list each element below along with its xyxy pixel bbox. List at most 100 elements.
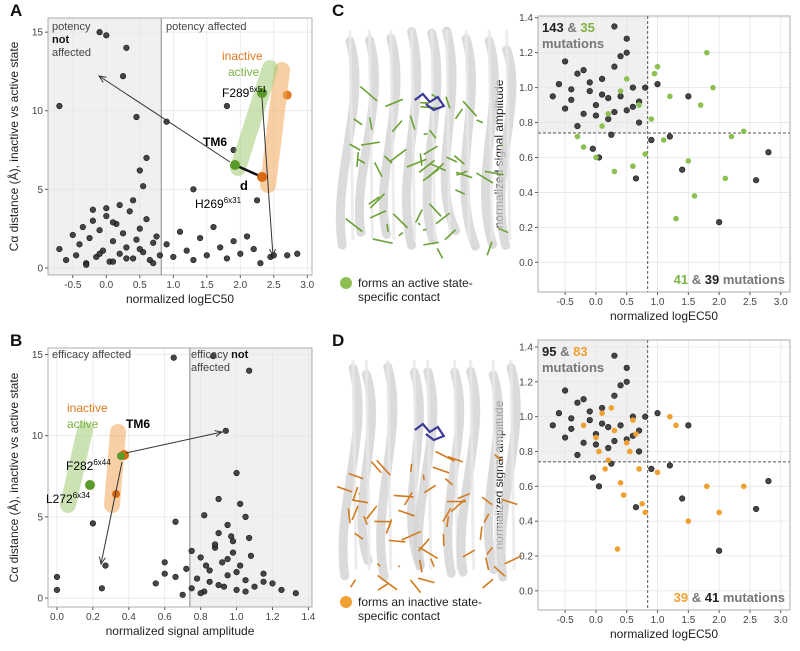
- scatter-point: [172, 573, 179, 581]
- scatter-point: [617, 422, 624, 429]
- contact-stick: [385, 98, 404, 108]
- scatter-point: [224, 521, 231, 529]
- x-tick-label: 0.5: [620, 297, 634, 308]
- scatter-point: [116, 250, 123, 257]
- contact-stick: [417, 222, 421, 226]
- scatter-point: [592, 441, 600, 448]
- scatter-point: [140, 183, 147, 190]
- scatter-point: [98, 585, 105, 592]
- scatter-point: [598, 420, 606, 427]
- legend-swatch: [340, 277, 352, 289]
- scatter-point: [765, 149, 772, 156]
- contact-stick: [365, 505, 378, 520]
- scatter-point: [206, 578, 213, 585]
- y-tick-label: 5: [37, 185, 43, 196]
- count-label: 143 & 35: [542, 20, 595, 35]
- scatter-point: [654, 469, 661, 476]
- scatter-point: [152, 580, 159, 587]
- y-tick-label: 5: [37, 512, 43, 523]
- scatter-point: [143, 216, 150, 223]
- residue-label: L2726x34: [46, 491, 91, 506]
- scatter-point: [632, 504, 640, 511]
- count-label-part: &: [560, 344, 569, 359]
- scatter-point: [636, 102, 642, 108]
- scatter-point: [251, 583, 258, 590]
- scatter-point: [611, 63, 618, 70]
- scatter-point: [605, 457, 612, 463]
- scatter-point: [233, 568, 240, 576]
- contact-stick: [398, 231, 404, 237]
- y-tick-label: 0: [37, 263, 43, 274]
- scatter-point: [243, 233, 251, 240]
- contact-stick: [376, 562, 381, 567]
- residue-sup: 6x34: [73, 491, 91, 500]
- scatter-point: [284, 252, 291, 259]
- scatter-point: [623, 378, 630, 385]
- contact-stick: [368, 196, 380, 205]
- contact-stick: [432, 466, 450, 474]
- scatter-point: [210, 353, 217, 360]
- scatter-point: [623, 49, 630, 56]
- y-tick-label: 0.4: [519, 188, 533, 199]
- scatter-point: [246, 534, 253, 542]
- scatter-point: [574, 133, 581, 140]
- contact-stick: [373, 162, 383, 178]
- scatter-point: [96, 227, 103, 234]
- contact-stick: [351, 499, 369, 504]
- contact-stick: [486, 546, 494, 556]
- y-tick-label: 0.0: [519, 258, 533, 269]
- count-label-part: 41: [705, 590, 719, 605]
- shaded-region: [538, 340, 648, 462]
- contact-stick: [422, 474, 425, 481]
- scatter-point: [161, 570, 168, 577]
- scatter-point: [549, 93, 556, 100]
- scatter-point: [109, 238, 117, 245]
- scatter-point: [617, 93, 624, 100]
- helix: [496, 45, 517, 250]
- y-tick-label: 0.6: [519, 482, 533, 493]
- contact-stick: [454, 108, 464, 120]
- scatter-point: [596, 448, 602, 455]
- annotation: active: [67, 417, 99, 431]
- contact-stick: [430, 558, 435, 568]
- y-axis-label: Cα distance (Å), inactive vs active stat…: [6, 41, 21, 251]
- scatter-point: [679, 495, 686, 502]
- x-tick-label: 1.5: [200, 280, 214, 291]
- contact-stick: [351, 505, 359, 521]
- scatter-point: [237, 562, 244, 569]
- legend-entry: forms an active state-specific contact: [358, 276, 473, 304]
- scatter-point: [611, 23, 618, 30]
- scatter-point: [229, 538, 237, 545]
- y-tick-label: 1.2: [519, 377, 533, 388]
- helix-edge: [364, 359, 371, 571]
- scatter-point: [586, 88, 593, 95]
- contact-stick: [352, 486, 359, 501]
- scatter-point: [716, 509, 722, 516]
- helix: [376, 362, 398, 582]
- scatter-point: [292, 590, 299, 597]
- contact-stick: [501, 498, 518, 506]
- region-label-part: not: [52, 34, 69, 46]
- scatter-point: [595, 483, 603, 490]
- x-axis-label: normalized logEC50: [610, 627, 718, 641]
- scatter-point: [126, 208, 133, 215]
- contact-stick: [435, 212, 451, 225]
- scatter-point: [620, 492, 627, 498]
- x-tick-label: 1.0: [230, 612, 244, 623]
- scatter-point: [673, 422, 679, 429]
- contact-stick: [494, 454, 503, 461]
- scatter-point: [617, 53, 624, 60]
- scatter-point: [630, 417, 636, 423]
- contact-stick: [392, 213, 409, 229]
- region-label-part: affected: [191, 362, 230, 374]
- region-label-part: not: [231, 349, 248, 361]
- scatter-point: [190, 186, 197, 193]
- scatter-point: [86, 234, 93, 242]
- scatter-point: [69, 231, 76, 239]
- contact-stick: [457, 492, 471, 500]
- scatter-point: [716, 547, 723, 554]
- count-label-part: 83: [573, 344, 587, 359]
- scatter-point: [639, 500, 645, 507]
- x-tick-label: 2.0: [712, 297, 726, 308]
